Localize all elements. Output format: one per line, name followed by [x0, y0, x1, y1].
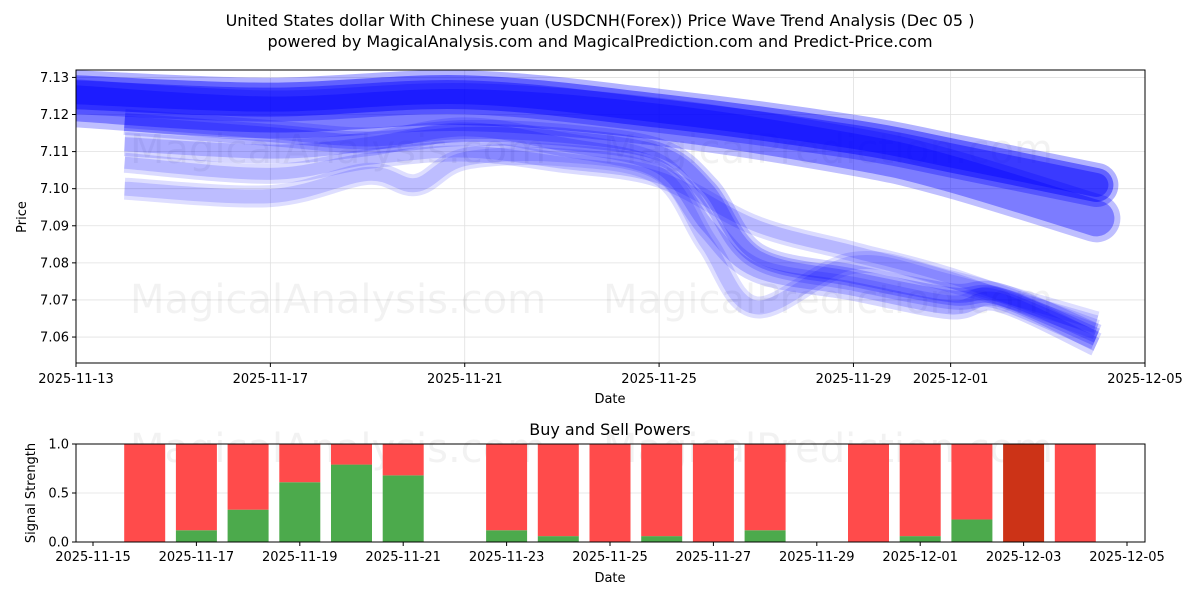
x-tick-label: 2025-11-13	[38, 372, 114, 387]
x-tick-label: 2025-12-01	[913, 372, 989, 387]
wave-band	[124, 122, 1100, 351]
watermark: MagicalPrediction.com	[603, 127, 1053, 173]
sell-bar	[279, 444, 321, 483]
y-tick-label: 7.10	[40, 182, 69, 197]
chart-subtitle: powered by MagicalAnalysis.com and Magic…	[267, 32, 933, 51]
sell-bar	[537, 444, 579, 537]
x-tick-label: 2025-11-17	[159, 550, 235, 565]
main-y-axis: 7.06 7.07 7.08 7.09 7.10 7.11 7.12 7.13	[40, 71, 76, 346]
main-y-axis-label: Price	[15, 201, 30, 233]
wave-band	[123, 141, 1100, 340]
main-x-axis: 2025-11-13 2025-11-17 2025-11-21 2025-11-25…	[38, 363, 1183, 387]
buy-sell-plot: Buy and Sell Powers MagicalAnalysis.com …	[24, 420, 1165, 586]
chart-title: United States dollar With Chinese yuan (…	[225, 11, 975, 30]
wave-group	[76, 70, 1121, 356]
x-tick-label: 2025-11-21	[365, 550, 441, 565]
wave-band	[123, 108, 1102, 350]
sell-bar	[899, 444, 941, 537]
y-tick-label: 7.08	[40, 256, 69, 271]
sell-bar	[641, 444, 683, 537]
wave-band	[76, 75, 1114, 202]
buy-bar	[279, 482, 321, 542]
sell-bar	[382, 444, 424, 476]
y-tick-label: 0.0	[48, 536, 69, 551]
x-tick-label: 2025-11-19	[262, 550, 338, 565]
buy-bar	[641, 536, 683, 542]
wave-band	[76, 80, 1109, 197]
buy-bar	[486, 530, 528, 542]
sell-bar	[951, 444, 993, 520]
x-tick-label: 2025-11-25	[621, 372, 697, 387]
y-tick-label: 7.12	[40, 108, 69, 123]
bottom-x-axis: 2025-11-15 2025-11-17 2025-11-19 2025-11-21…	[55, 542, 1165, 565]
wave-band	[124, 115, 1099, 343]
x-tick-label: 2025-11-17	[233, 372, 309, 387]
main-plot-frame	[75, 69, 1146, 364]
price-wave-plot: MagicalAnalysis.com MagicalPrediction.co…	[15, 69, 1183, 407]
buy-sell-bars	[124, 444, 1096, 542]
sell-bar	[1054, 444, 1096, 542]
sell-bar	[124, 444, 166, 542]
buy-bar	[951, 519, 993, 542]
y-tick-label: 7.13	[40, 71, 69, 86]
y-tick-label: 7.06	[40, 331, 69, 346]
sell-bar	[589, 444, 631, 542]
buy-bar	[382, 475, 424, 542]
sell-bar	[692, 444, 734, 542]
x-tick-label: 2025-11-27	[676, 550, 752, 565]
x-tick-label: 2025-11-21	[427, 372, 503, 387]
wave-bands	[76, 70, 1121, 356]
bottom-x-axis-label: Date	[594, 571, 625, 586]
x-tick-label: 2025-11-25	[572, 550, 648, 565]
bottom-y-axis: 0.0 0.5 1.0	[48, 438, 76, 551]
y-tick-label: 7.07	[40, 293, 69, 308]
wave-band	[123, 117, 1102, 356]
buy-bar	[537, 536, 579, 542]
sell-bar	[744, 444, 786, 531]
buy-sell-title: Buy and Sell Powers	[529, 420, 691, 439]
buy-bar	[175, 530, 217, 542]
sell-bar	[486, 444, 528, 531]
x-tick-label: 2025-11-29	[779, 550, 855, 565]
wave-band	[76, 85, 1115, 237]
y-tick-label: 0.5	[48, 487, 69, 502]
sell-bar	[1003, 444, 1045, 542]
buy-bar	[744, 530, 786, 542]
main-x-axis-label: Date	[594, 392, 625, 407]
y-tick-label: 7.09	[40, 219, 69, 234]
y-tick-label: 7.11	[40, 145, 69, 160]
wave-band	[123, 143, 1100, 333]
y-tick-label: 1.0	[48, 438, 69, 453]
x-tick-label: 2025-11-29	[816, 372, 892, 387]
x-tick-label: 2025-12-01	[882, 550, 958, 565]
sell-bar	[227, 444, 269, 510]
buy-bar	[331, 464, 372, 542]
buy-bar	[899, 536, 941, 542]
x-tick-label: 2025-11-15	[55, 550, 131, 565]
main-grid	[75, 70, 1146, 363]
wave-band	[124, 145, 1099, 336]
wave-band	[76, 70, 1119, 207]
sell-bar	[331, 444, 372, 465]
watermark: MagicalAnalysis.com	[130, 277, 546, 323]
sell-bar	[175, 444, 217, 531]
x-tick-label: 2025-12-05	[1107, 372, 1183, 387]
wave-band	[124, 147, 1099, 329]
x-tick-label: 2025-11-23	[469, 550, 545, 565]
x-tick-label: 2025-12-03	[986, 550, 1062, 565]
wave-band	[123, 112, 1100, 346]
buy-bar	[227, 509, 269, 542]
sell-bar	[848, 444, 889, 542]
wave-band	[76, 79, 1121, 243]
watermark: MagicalAnalysis.com	[130, 127, 546, 173]
bottom-y-axis-label: Signal Strength	[24, 443, 39, 543]
x-tick-label: 2025-12-05	[1089, 550, 1165, 565]
watermark: MagicalPrediction.com	[603, 277, 1053, 323]
